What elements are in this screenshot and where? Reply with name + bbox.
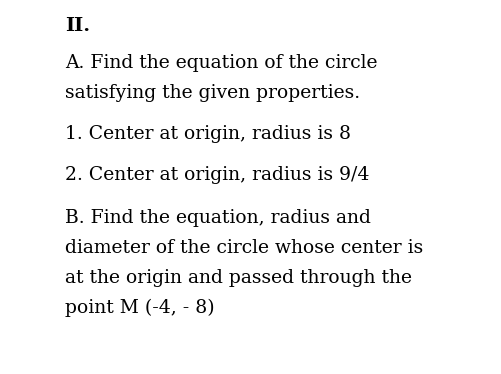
Text: II.: II. <box>65 17 90 35</box>
Text: diameter of the circle whose center is: diameter of the circle whose center is <box>65 239 423 257</box>
Text: B. Find the equation, radius and: B. Find the equation, radius and <box>65 209 371 227</box>
Text: at the origin and passed through the: at the origin and passed through the <box>65 269 412 287</box>
Text: A. Find the equation of the circle: A. Find the equation of the circle <box>65 54 378 72</box>
Text: point M (-4, - 8): point M (-4, - 8) <box>65 299 215 318</box>
Text: 2. Center at origin, radius is 9/4: 2. Center at origin, radius is 9/4 <box>65 166 370 184</box>
Text: 1. Center at origin, radius is 8: 1. Center at origin, radius is 8 <box>65 125 351 143</box>
Text: satisfying the given properties.: satisfying the given properties. <box>65 84 360 102</box>
